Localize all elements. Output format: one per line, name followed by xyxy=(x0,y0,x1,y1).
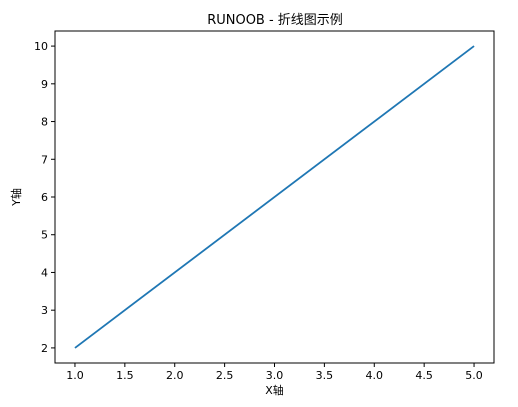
x-tick-label: 2.5 xyxy=(216,369,234,382)
y-tick-label: 3 xyxy=(41,304,48,317)
y-tick-label: 4 xyxy=(41,266,48,279)
x-tick-label: 3.5 xyxy=(316,369,334,382)
y-tick-label: 6 xyxy=(41,191,48,204)
x-axis-ticks: 1.0 1.5 2.0 2.5 3.0 3.5 4.0 4.5 5.0 xyxy=(66,363,483,382)
y-axis-ticks: 2 3 4 5 6 7 8 9 10 xyxy=(34,40,55,355)
x-axis-label: X轴 xyxy=(265,383,284,397)
x-tick-label: 1.0 xyxy=(66,369,84,382)
y-tick-label: 7 xyxy=(41,153,48,166)
chart-title: RUNOOB - 折线图示例 xyxy=(207,13,343,28)
x-tick-label: 4.5 xyxy=(415,369,433,382)
x-tick-label: 4.0 xyxy=(366,369,384,382)
y-axis-label: Y轴 xyxy=(9,188,23,207)
series-group xyxy=(74,45,475,349)
x-tick-label: 5.0 xyxy=(465,369,483,382)
series-line-0 xyxy=(74,45,475,349)
x-tick-label: 1.5 xyxy=(116,369,134,382)
y-tick-label: 8 xyxy=(41,116,48,129)
y-tick-label: 9 xyxy=(41,78,48,91)
x-tick-label: 3.0 xyxy=(266,369,284,382)
y-tick-label: 5 xyxy=(41,229,48,242)
y-tick-label: 10 xyxy=(34,40,48,53)
x-tick-label: 2.0 xyxy=(166,369,184,382)
y-tick-label: 2 xyxy=(41,342,48,355)
